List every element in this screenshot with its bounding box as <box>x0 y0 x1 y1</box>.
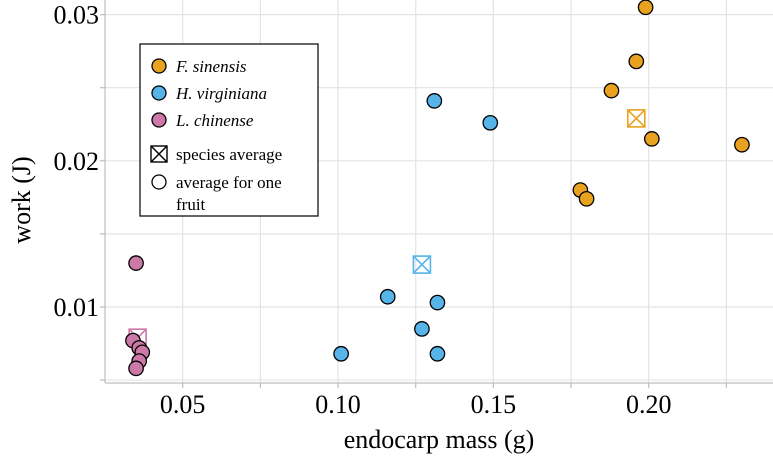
y-axis-label: work (J) <box>7 156 36 243</box>
data-point <box>333 345 349 362</box>
species-average-marker <box>412 255 432 274</box>
data-point <box>628 53 645 70</box>
data-point <box>429 294 446 311</box>
tick-labels: 0.05 0.10 0.15 0.20 0.01 0.02 0.03 <box>54 1 727 419</box>
species-average-marker <box>626 109 646 128</box>
data-point <box>414 321 430 337</box>
legend-label-one-fruit-line1: average for one <box>176 173 282 192</box>
legend-label-h-virginiana: H. virginiana <box>175 84 267 103</box>
data-point <box>426 93 443 109</box>
average-square <box>412 255 432 274</box>
legend-species-average-icon <box>150 145 168 163</box>
legend-marker-f-sinensis <box>151 58 167 74</box>
x-tick-label: 0.15 <box>471 390 517 419</box>
x-axis-label: endocarp mass (g) <box>344 425 535 454</box>
legend-one-fruit-icon <box>151 174 167 190</box>
legend-box <box>139 43 319 217</box>
data-point <box>578 190 595 207</box>
axes <box>104 0 773 384</box>
data-point <box>643 131 660 147</box>
legend: F. sinensis H. virginiana L. chinense sp… <box>139 43 319 217</box>
legend-label-f-sinensis: F. sinensis <box>175 57 247 76</box>
legend-label-l-chinense: L. chinense <box>175 111 254 130</box>
y-tick-label: 0.02 <box>54 147 100 176</box>
data-point <box>637 0 654 16</box>
average-square <box>626 109 646 128</box>
x-tick-label: 0.20 <box>626 390 672 419</box>
average-cross-line <box>412 255 431 274</box>
y-tick-label: 0.01 <box>54 293 100 322</box>
data-point <box>128 360 144 377</box>
legend-marker-h-virginiana <box>151 85 167 101</box>
y-tick-label: 0.03 <box>54 1 100 30</box>
data-point <box>603 82 620 99</box>
legend-label-one-fruit-line2: fruit <box>176 195 206 214</box>
x-tick-label: 0.10 <box>315 390 361 419</box>
data-point <box>128 255 144 271</box>
average-cross-line <box>627 109 646 128</box>
data-point <box>734 136 750 153</box>
data-points <box>125 0 750 377</box>
legend-marker-l-chinense <box>151 112 167 128</box>
data-point <box>482 114 499 131</box>
legend-label-species-average: species average <box>176 145 282 164</box>
x-tick-label: 0.05 <box>160 390 206 419</box>
data-point <box>379 288 396 305</box>
data-point <box>429 345 446 362</box>
